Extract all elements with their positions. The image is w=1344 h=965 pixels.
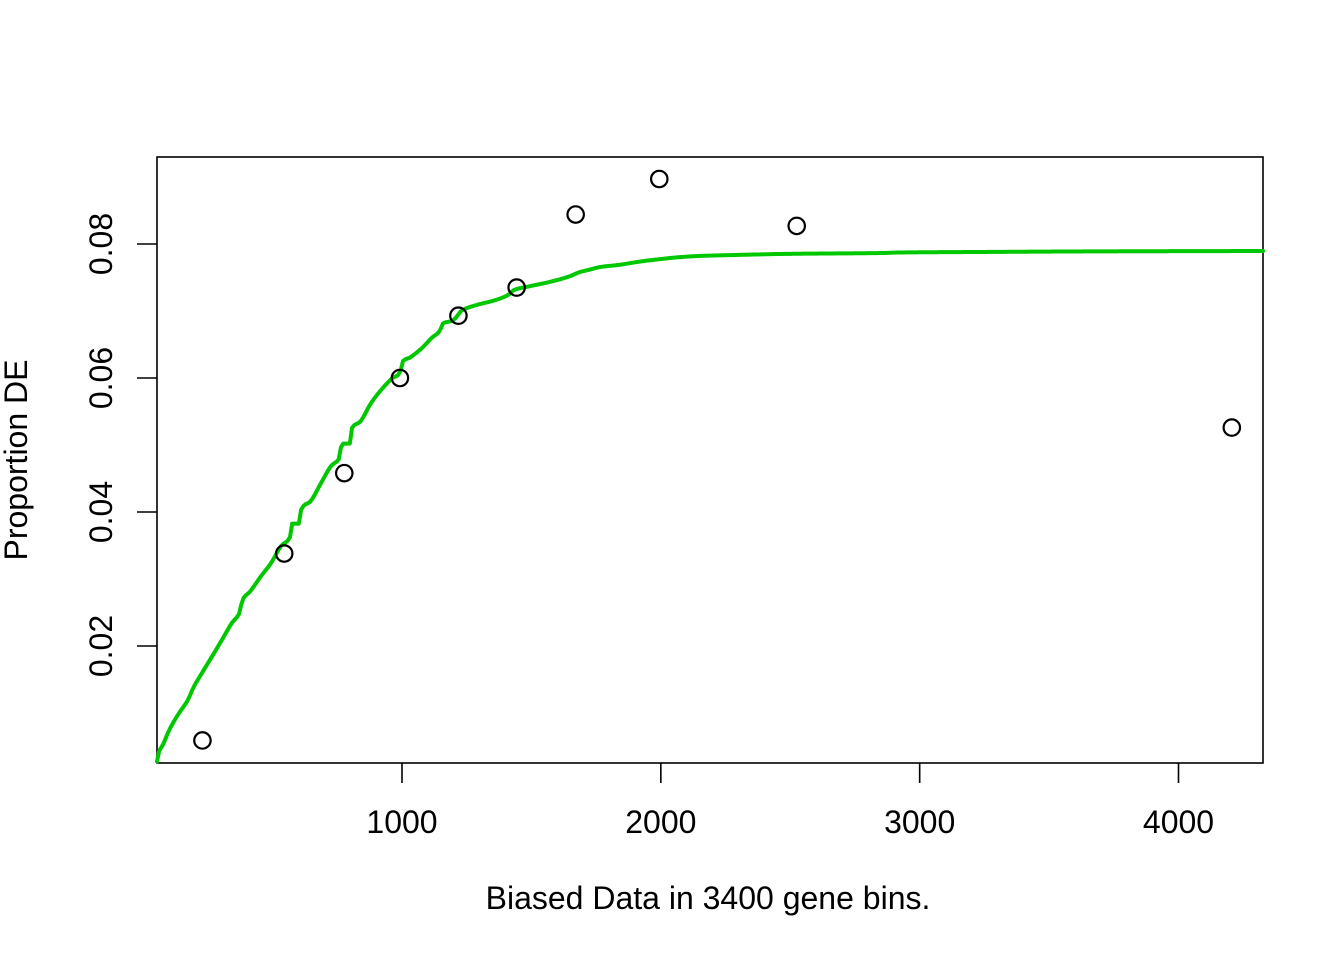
svg-text:0.02: 0.02 — [83, 615, 119, 677]
svg-text:0.06: 0.06 — [83, 347, 119, 409]
svg-text:0.08: 0.08 — [83, 213, 119, 275]
svg-text:3000: 3000 — [884, 804, 955, 840]
svg-text:1000: 1000 — [366, 804, 437, 840]
svg-text:Proportion DE: Proportion DE — [0, 360, 34, 561]
svg-text:0.04: 0.04 — [83, 481, 119, 543]
svg-text:Biased Data in 3400 gene bins.: Biased Data in 3400 gene bins. — [486, 880, 931, 916]
svg-text:4000: 4000 — [1143, 804, 1214, 840]
svg-text:2000: 2000 — [625, 804, 696, 840]
